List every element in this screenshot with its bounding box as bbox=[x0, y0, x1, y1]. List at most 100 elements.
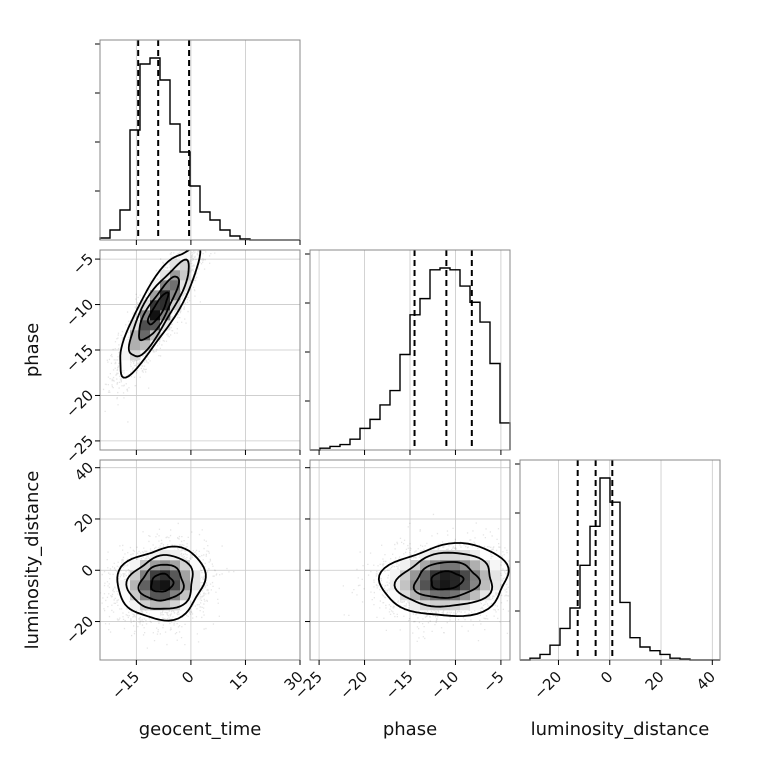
x-tick-label: −15 bbox=[108, 668, 143, 703]
density-cell bbox=[170, 570, 181, 581]
y-tick-label: 0 bbox=[78, 561, 97, 580]
density-cell bbox=[140, 340, 151, 351]
density-cell bbox=[150, 320, 161, 331]
density-cell bbox=[470, 550, 481, 561]
density-cell bbox=[480, 560, 491, 571]
contour-line bbox=[377, 542, 510, 618]
density-cell bbox=[470, 590, 481, 601]
density-cell bbox=[190, 570, 201, 581]
density-cell bbox=[120, 350, 131, 361]
panel-content bbox=[100, 522, 235, 649]
density-cell bbox=[180, 250, 191, 261]
density-cell bbox=[480, 570, 491, 581]
density-cell bbox=[170, 260, 181, 271]
density-cell bbox=[490, 580, 501, 591]
y-tick-label: −25 bbox=[62, 432, 97, 467]
density-cell bbox=[440, 550, 451, 561]
panel-content bbox=[100, 250, 216, 423]
density-cell bbox=[420, 560, 431, 571]
density-cell bbox=[390, 590, 401, 601]
density-cell bbox=[150, 280, 161, 291]
histogram-panel-geocent-time bbox=[95, 39, 301, 245]
density-cell bbox=[410, 580, 421, 591]
contour-line bbox=[127, 258, 190, 358]
density-cell bbox=[420, 580, 431, 591]
density-cell bbox=[480, 590, 491, 601]
panel-frame bbox=[99, 459, 301, 661]
contour-line bbox=[146, 291, 170, 326]
histogram-step-phase bbox=[310, 267, 511, 451]
density-cell bbox=[180, 590, 191, 601]
y-tick-label: −15 bbox=[62, 341, 97, 376]
x-tick-label: 15 bbox=[226, 668, 252, 694]
density-cell bbox=[140, 580, 151, 591]
density-cell bbox=[180, 600, 191, 611]
density-cell bbox=[150, 600, 161, 611]
density-cell bbox=[120, 360, 131, 371]
density-cell bbox=[180, 270, 191, 281]
density-cell bbox=[170, 550, 181, 561]
density-cell bbox=[160, 320, 171, 331]
density-cell bbox=[130, 580, 141, 591]
density-cell bbox=[160, 290, 171, 301]
x-axis-label-geocent-time: geocent_time bbox=[139, 719, 262, 740]
x-tick-label: −5 bbox=[479, 668, 507, 696]
density-cell bbox=[430, 600, 441, 611]
x-tick-label: −10 bbox=[427, 668, 462, 703]
panel-frame bbox=[99, 39, 301, 241]
density-cell bbox=[470, 560, 481, 571]
density-cell bbox=[400, 590, 411, 601]
density-cell bbox=[460, 590, 471, 601]
density-cell bbox=[120, 590, 131, 601]
density-cell bbox=[140, 310, 151, 321]
density-cell bbox=[170, 600, 181, 611]
contour-line bbox=[119, 250, 202, 379]
density-cell bbox=[150, 610, 161, 621]
density-cell bbox=[130, 560, 141, 571]
x-tick-label: 20 bbox=[642, 668, 668, 694]
contour-line bbox=[393, 551, 494, 608]
density-cell bbox=[410, 600, 421, 611]
density-cell bbox=[140, 600, 151, 611]
density-cell bbox=[470, 580, 481, 591]
density-cell bbox=[480, 550, 491, 561]
density-cell bbox=[170, 580, 181, 591]
density-cell bbox=[400, 560, 411, 571]
y-tick-label: 20 bbox=[71, 510, 97, 536]
density-cell bbox=[410, 590, 421, 601]
density-cell bbox=[430, 560, 441, 571]
density-cell bbox=[170, 560, 181, 571]
density-cell bbox=[400, 580, 411, 591]
density-cell bbox=[120, 580, 131, 591]
density-cell bbox=[440, 600, 451, 611]
density-cell bbox=[410, 570, 421, 581]
density-cell bbox=[480, 580, 491, 591]
density-cell bbox=[180, 570, 191, 581]
density-cell bbox=[490, 570, 501, 581]
density-cell bbox=[430, 590, 441, 601]
joint-panel-phase-vs-luminosity-distance: −25 −20 −15 −10 −5 bbox=[291, 459, 511, 703]
x-axis-label-phase: phase bbox=[383, 719, 437, 740]
density-cell bbox=[120, 340, 131, 351]
density-cell bbox=[170, 280, 181, 291]
density-cell bbox=[450, 590, 461, 601]
y-axis-label-phase: phase bbox=[22, 323, 43, 377]
density-cell bbox=[150, 310, 161, 321]
density-cell bbox=[150, 290, 161, 301]
density-cell bbox=[130, 330, 141, 341]
density-cell bbox=[150, 580, 161, 591]
density-cell bbox=[190, 590, 201, 601]
density-cell bbox=[180, 580, 191, 591]
x-axis-label-luminosity-distance: luminosity_distance bbox=[531, 719, 710, 740]
y-tick-label: −20 bbox=[62, 386, 97, 421]
density-cell bbox=[400, 570, 411, 581]
histogram-panel-luminosity-distance: −20 0 20 40 bbox=[515, 459, 721, 703]
x-tick-label: 40 bbox=[693, 668, 719, 694]
y-tick-label: −5 bbox=[69, 250, 97, 278]
x-tick-label: −20 bbox=[530, 668, 565, 703]
density-cell bbox=[490, 560, 501, 571]
density-cell bbox=[180, 560, 191, 571]
contour-line bbox=[137, 563, 185, 602]
